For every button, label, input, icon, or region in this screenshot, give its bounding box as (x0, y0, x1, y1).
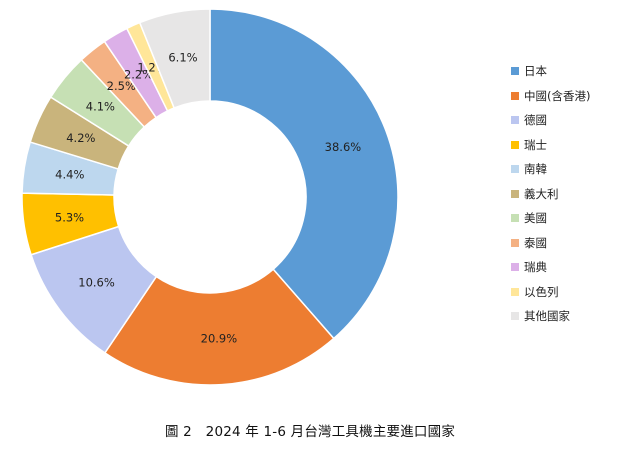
legend-label: 以色列 (524, 284, 559, 299)
legend-label: 日本 (524, 64, 547, 78)
legend-swatch (511, 91, 519, 100)
legend-label: 其他國家 (524, 309, 570, 323)
legend-label: 義大利 (524, 186, 559, 201)
slice-2 (103, 268, 335, 386)
legend-swatch (511, 263, 519, 271)
slice-label-3: 10.6% (78, 275, 115, 289)
legend-swatch (511, 238, 519, 247)
legend-label: 德國 (524, 113, 547, 127)
slice-label-6: 4.2% (66, 131, 95, 145)
slice-label-7: 4.1% (86, 100, 115, 114)
legend-swatch (511, 165, 519, 173)
slice-label-5: 4.4% (55, 168, 84, 182)
legend-label: 南韓 (524, 162, 547, 176)
legend-swatch (511, 116, 519, 124)
slice-label-2: 20.9% (201, 332, 238, 346)
legend-swatch (511, 140, 519, 149)
legend-label: 瑞士 (524, 137, 547, 152)
slice-label-9: 2.2% (124, 67, 153, 81)
legend-label: 中國(含香港) (524, 88, 591, 103)
slice-label-8: 2.5% (107, 79, 136, 93)
chart-caption: 圖 2 2024 年 1-6 月台灣工具機主要進口國家 (164, 424, 456, 440)
legend-swatch (511, 214, 519, 222)
legend-swatch (511, 67, 519, 75)
slice-11 (138, 8, 211, 109)
legend-swatch (511, 287, 519, 296)
legend-swatch (511, 312, 519, 320)
slice-label-4: 5.3% (55, 211, 84, 225)
legend-label: 瑞典 (524, 260, 547, 274)
legend-label: 美國 (524, 211, 547, 225)
legend-swatch (511, 189, 519, 198)
legend-label: 泰國 (524, 235, 547, 250)
slice-1 (209, 8, 399, 340)
slice-label-11: 6.1% (168, 51, 197, 65)
slice-label-1: 38.6% (325, 140, 362, 154)
